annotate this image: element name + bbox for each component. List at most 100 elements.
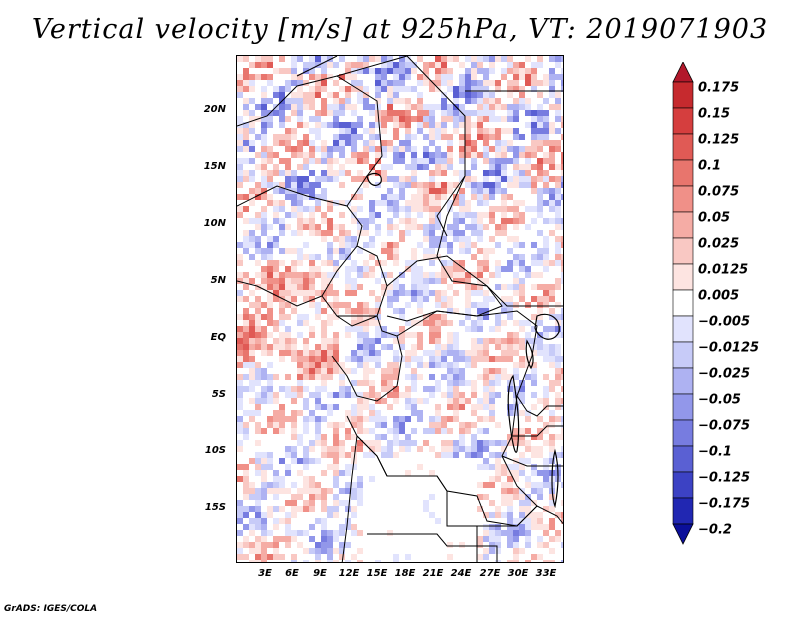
field-cell bbox=[309, 254, 315, 260]
field-cell bbox=[519, 458, 525, 464]
field-cell bbox=[309, 146, 315, 152]
field-cell bbox=[333, 92, 339, 98]
lat-label-10s: 10S bbox=[204, 445, 226, 456]
field-cell bbox=[447, 374, 453, 380]
field-cell bbox=[375, 278, 381, 284]
field-cell bbox=[459, 260, 465, 266]
field-cell bbox=[273, 470, 279, 476]
field-cell bbox=[351, 80, 357, 86]
field-cell bbox=[519, 410, 525, 416]
field-cell bbox=[393, 80, 399, 86]
field-cell bbox=[405, 164, 411, 170]
field-cell bbox=[423, 68, 429, 74]
field-cell bbox=[525, 104, 531, 110]
field-cell bbox=[291, 338, 297, 344]
field-cell bbox=[471, 290, 477, 296]
field-cell bbox=[369, 440, 375, 446]
field-cell bbox=[333, 260, 339, 266]
field-cell bbox=[453, 332, 459, 338]
field-cell bbox=[519, 428, 525, 434]
field-cell bbox=[429, 326, 435, 332]
field-cell bbox=[453, 110, 459, 116]
field-cell bbox=[369, 146, 375, 152]
field-cell bbox=[327, 152, 333, 158]
field-cell bbox=[273, 68, 279, 74]
field-cell bbox=[447, 242, 453, 248]
field-cell bbox=[447, 296, 453, 302]
field-cell bbox=[423, 158, 429, 164]
field-cell bbox=[315, 86, 321, 92]
field-cell bbox=[483, 140, 489, 146]
field-cell bbox=[339, 380, 345, 386]
field-cell bbox=[315, 182, 321, 188]
field-cell bbox=[555, 374, 561, 380]
field-cell bbox=[357, 494, 363, 500]
field-cell bbox=[519, 98, 525, 104]
field-cell bbox=[507, 92, 513, 98]
field-cell bbox=[267, 398, 273, 404]
field-cell bbox=[429, 386, 435, 392]
field-cell bbox=[291, 392, 297, 398]
field-cell bbox=[273, 536, 279, 542]
field-cell bbox=[375, 434, 381, 440]
field-cell bbox=[345, 128, 351, 134]
field-cell bbox=[321, 272, 327, 278]
field-cell bbox=[333, 80, 339, 86]
field-cell bbox=[315, 416, 321, 422]
field-cell bbox=[363, 86, 369, 92]
field-cell bbox=[447, 446, 453, 452]
field-cell bbox=[399, 422, 405, 428]
field-cell bbox=[393, 92, 399, 98]
field-cell bbox=[321, 542, 327, 548]
field-cell bbox=[489, 326, 495, 332]
field-cell bbox=[339, 104, 345, 110]
field-cell bbox=[327, 542, 333, 548]
field-cell bbox=[429, 416, 435, 422]
field-cell bbox=[531, 242, 537, 248]
field-cell bbox=[405, 470, 411, 476]
field-cell bbox=[249, 176, 255, 182]
field-cell bbox=[345, 452, 351, 458]
field-cell bbox=[321, 548, 327, 554]
field-cell bbox=[507, 62, 513, 68]
field-cell bbox=[513, 476, 519, 482]
field-cell bbox=[243, 140, 249, 146]
field-cell bbox=[321, 80, 327, 86]
field-cell bbox=[291, 248, 297, 254]
field-cell bbox=[423, 290, 429, 296]
field-cell bbox=[501, 170, 507, 176]
field-cell bbox=[543, 254, 549, 260]
field-cell bbox=[267, 224, 273, 230]
field-cell bbox=[243, 356, 249, 362]
field-cell bbox=[483, 116, 489, 122]
field-cell bbox=[495, 506, 501, 512]
field-cell bbox=[261, 146, 267, 152]
field-cell bbox=[411, 146, 417, 152]
field-cell bbox=[471, 344, 477, 350]
field-cell bbox=[321, 176, 327, 182]
field-cell bbox=[291, 512, 297, 518]
field-cell bbox=[249, 332, 255, 338]
field-cell bbox=[501, 452, 507, 458]
field-cell bbox=[411, 164, 417, 170]
field-cell bbox=[405, 290, 411, 296]
field-cell bbox=[243, 332, 249, 338]
field-cell bbox=[315, 374, 321, 380]
field-cell bbox=[429, 152, 435, 158]
field-cell bbox=[333, 440, 339, 446]
field-cell bbox=[519, 356, 525, 362]
field-cell bbox=[543, 422, 549, 428]
field-cell bbox=[465, 242, 471, 248]
field-cell bbox=[543, 506, 549, 512]
field-cell bbox=[267, 200, 273, 206]
field-cell bbox=[495, 560, 501, 562]
field-cell bbox=[303, 98, 309, 104]
field-cell bbox=[417, 164, 423, 170]
colorbar-label: −0.2 bbox=[698, 522, 732, 538]
field-cell bbox=[465, 248, 471, 254]
field-cell bbox=[459, 440, 465, 446]
field-cell bbox=[423, 164, 429, 170]
field-cell bbox=[345, 140, 351, 146]
field-cell bbox=[543, 176, 549, 182]
field-cell bbox=[291, 422, 297, 428]
